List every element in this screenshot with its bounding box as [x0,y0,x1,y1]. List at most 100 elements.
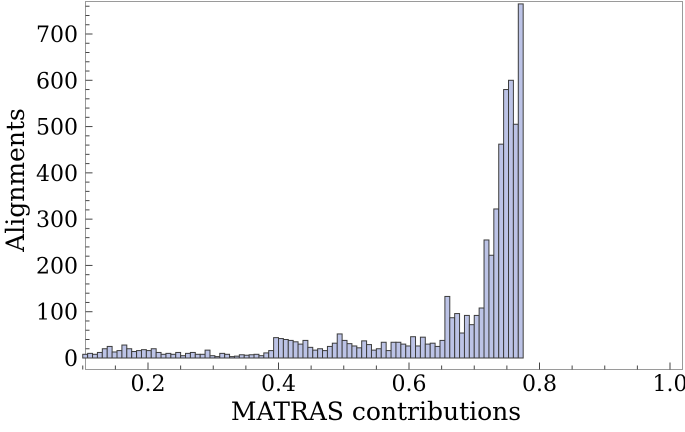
histogram-bar [145,350,152,359]
histogram-bar [517,3,524,359]
histogram-bar [185,352,191,359]
histogram-bar [351,345,358,359]
histogram-bar [483,239,490,359]
histogram-bar [253,353,260,359]
plot-frame [85,1,683,370]
histogram-bar [341,339,348,359]
histogram-bar [96,351,103,359]
x-tick-label: 0.6 [392,372,427,397]
histogram-bar [229,356,235,359]
histogram-bar [248,354,255,359]
histogram-bar [165,352,172,359]
x-tick-label: 0.4 [261,372,296,397]
histogram-bar [160,353,167,359]
histogram-bar [136,350,142,359]
histogram-bar [380,341,387,359]
histogram-bar [238,354,245,359]
histogram-bar [194,353,201,359]
histogram-bar [111,351,118,359]
histogram-bar [439,339,446,359]
histogram-bar [322,350,328,359]
histogram-bar [204,349,211,359]
histogram-bar [121,344,128,359]
histogram-bar [508,79,514,359]
histogram-bar [434,345,441,359]
histogram-bar [468,324,475,359]
histogram-bar [150,348,157,359]
histogram-bar [493,208,500,359]
y-tick-label: 700 [36,23,78,48]
histogram-bar [312,349,319,359]
x-axis-ticks: 0.2 0.4 0.6 0.8 1.0 [82,362,685,397]
histogram-bar [106,345,113,359]
x-tick-label: 0.2 [131,372,166,397]
histogram-bar [385,350,392,359]
y-tick-label: 600 [36,69,78,94]
histogram-bar [361,340,368,359]
histogram-bar [116,350,123,359]
histogram-bar [419,336,426,359]
histogram-bar [503,89,509,359]
histogram-bar [429,342,436,359]
histogram-bar [424,343,431,359]
histogram-bar [302,339,309,359]
histogram-bar [473,314,480,359]
y-tick-label: 0 [64,347,78,372]
histogram-bar [297,343,304,359]
y-tick-label: 500 [36,116,78,141]
histogram-bar [233,355,240,359]
y-axis-title: Alignments [1,108,30,253]
histogram-bar [400,343,407,359]
histogram-bar [370,349,377,359]
histogram-bar [87,352,94,359]
histogram-bar [199,353,206,359]
histogram-bar [292,341,299,359]
histogram-bar [155,351,162,359]
histogram-bar [268,350,275,359]
y-axis-ticks: 0 100 200 300 400 500 600 700 [36,5,93,372]
histogram-bar [336,333,343,359]
y-tick-label: 100 [36,301,78,326]
histogram-bar [444,295,451,359]
histogram-bar [219,352,226,359]
x-tick-label: 0.8 [522,372,557,397]
histogram-bar [410,336,417,359]
histogram-bar [131,351,138,359]
histogram-bar [331,342,338,359]
histogram-bar [224,353,231,359]
histogram-bar [180,355,187,359]
histogram-bar [488,254,495,359]
x-tick-label: 1.0 [653,372,685,397]
histogram-bar [375,348,382,359]
histogram-bar [189,351,196,359]
histogram-bar [317,348,324,359]
y-tick-label: 400 [36,162,78,187]
histogram-bar [278,338,284,359]
histogram-bar [258,355,265,359]
histogram-bar [459,332,465,359]
histogram-bar [82,353,89,359]
histogram-bar [243,354,250,359]
y-tick-label: 200 [36,254,78,279]
histogram-bar [263,352,270,359]
bars-group [82,3,524,359]
histogram-bar [209,355,216,359]
histogram-bar [498,143,505,359]
histogram-bar [366,344,372,359]
histogram-bar [478,307,485,359]
histogram-bar [326,345,333,359]
histogram-bar [390,341,397,359]
histogram-bar [405,345,412,359]
histogram-bar [140,349,147,359]
y-tick-label: 300 [36,208,78,233]
histogram-bar [170,353,177,359]
histogram-bar [395,341,402,359]
histogram-bar [415,345,421,359]
histogram-bar [214,356,221,359]
histogram-bar [449,317,456,359]
histogram-bar [126,348,133,359]
histogram-bar [273,337,279,359]
histogram-bar [346,343,353,359]
histogram-bar [92,353,98,359]
